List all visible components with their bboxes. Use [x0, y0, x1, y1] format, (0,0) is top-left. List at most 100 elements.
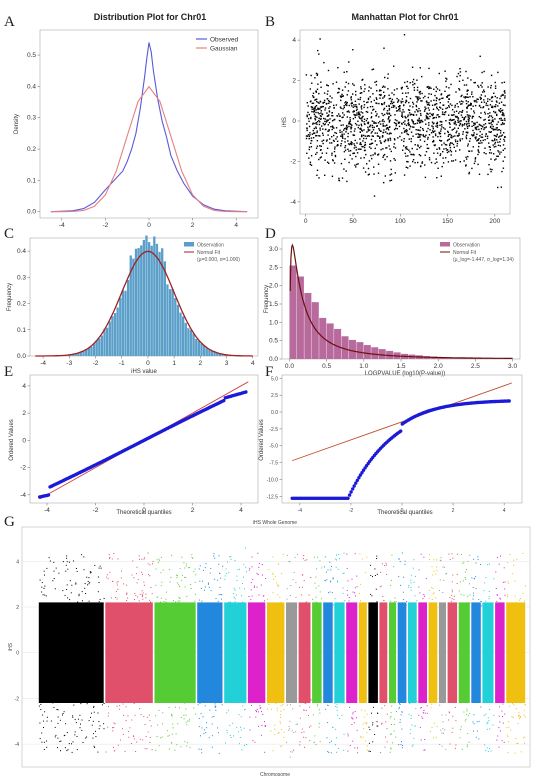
panel-g-point	[178, 597, 180, 598]
panel-g-point	[469, 594, 471, 596]
panel-b-point	[319, 106, 322, 108]
panel-g-point	[352, 711, 354, 713]
panel-b-point	[379, 89, 381, 91]
panel-g-point	[242, 601, 244, 603]
panel-b-point	[408, 109, 411, 111]
panel-g-point	[239, 605, 241, 607]
panel-b-point	[314, 115, 316, 117]
panel-b-point	[448, 150, 450, 153]
panel-g-point	[197, 704, 199, 706]
panel-g-point	[426, 712, 428, 714]
panel-b-point	[500, 129, 502, 132]
panel-b-point	[388, 112, 390, 114]
panel-g-point	[423, 710, 425, 711]
panel-g-point	[466, 569, 467, 571]
panel-b-point	[383, 120, 385, 123]
panel-b-point	[361, 116, 363, 118]
panel-b-point	[445, 86, 448, 88]
panel-b-point	[383, 108, 385, 111]
panel-b-point	[466, 114, 469, 116]
panel-g-point	[399, 719, 401, 721]
panel-g-point	[489, 709, 491, 710]
panel-b-point	[359, 143, 361, 145]
panel-b-point	[339, 115, 341, 117]
panel-g-point	[200, 587, 202, 589]
panel-b-point	[467, 89, 469, 92]
panel-c-ytick-label-4: 0.4	[17, 248, 26, 255]
panel-g-point	[126, 592, 128, 594]
panel-c-bar	[216, 353, 219, 356]
panel-g-point	[332, 578, 334, 580]
panel-g-point	[289, 728, 291, 730]
panel-b-point	[497, 186, 499, 189]
panel-g-point	[218, 563, 220, 565]
panel-b-point	[309, 132, 311, 134]
panel-b-ytick-label-2: 0	[292, 118, 296, 125]
panel-b-point	[346, 94, 348, 96]
panel-b-point	[347, 90, 350, 92]
panel-g-point	[347, 580, 349, 582]
panel-b-point	[385, 131, 387, 133]
panel-b-point	[432, 139, 435, 142]
panel-g-point	[43, 749, 45, 750]
panel-b-point	[465, 136, 467, 138]
panel-c-bar	[74, 353, 77, 356]
panel-b-point	[339, 120, 341, 122]
panel-g-point	[107, 726, 109, 728]
panel-g-point	[324, 580, 326, 581]
panel-b-point	[407, 118, 410, 121]
panel-g-point	[504, 581, 506, 583]
panel-b-point	[425, 151, 428, 153]
panel-g-point	[283, 709, 285, 711]
panel-g-point	[473, 730, 474, 732]
panel-g-point	[127, 731, 129, 732]
panel-b-point	[400, 87, 403, 89]
panel-b-point	[397, 100, 400, 102]
panel-b-point	[369, 124, 372, 126]
panel-g-point	[236, 575, 238, 577]
panel-g-point	[420, 739, 422, 741]
panel-b-point	[405, 166, 407, 168]
panel-g-point	[106, 576, 108, 578]
panel-b-point	[328, 102, 330, 104]
panel-g-point	[230, 558, 232, 560]
panel-b-point	[355, 166, 357, 168]
panel-g-point	[53, 604, 55, 606]
panel-g-point	[493, 578, 495, 580]
panel-g-point	[86, 736, 88, 738]
panel-b-point	[320, 110, 322, 112]
panel-b-point	[321, 152, 323, 154]
panel-b-point	[455, 131, 457, 134]
panel-b-point	[313, 132, 315, 134]
panel-g-point	[522, 737, 524, 739]
panel-g-point	[74, 734, 76, 736]
panel-b-point	[430, 100, 432, 102]
panel-b-point	[328, 129, 330, 131]
panel-b-point	[354, 128, 356, 130]
panel-g-point	[71, 699, 73, 701]
panel-b-point	[391, 106, 393, 109]
panel-b-point	[501, 122, 504, 124]
panel-g-point	[217, 600, 219, 602]
panel-g-point	[372, 576, 373, 578]
panel-g-point	[451, 594, 453, 596]
panel-g-point	[351, 724, 353, 725]
panel-c-bar	[176, 304, 180, 356]
panel-g-point	[442, 592, 444, 593]
panel-g-point	[171, 714, 173, 716]
panel-b-point	[448, 122, 451, 124]
panel-g-point	[336, 703, 338, 705]
panel-g-point	[264, 600, 266, 602]
panel-g-point	[136, 566, 138, 568]
panel-g-point	[66, 750, 68, 752]
panel-b-point	[367, 128, 369, 130]
panel-g-point	[412, 744, 414, 746]
panel-b-point	[315, 127, 317, 129]
panel-b-point	[339, 129, 341, 132]
panel-g-point	[255, 710, 257, 712]
panel-g-point	[69, 700, 71, 702]
panel-g-point	[74, 731, 76, 733]
panel-g-point	[353, 722, 355, 724]
panel-b-point	[473, 162, 476, 165]
panel-g-point	[304, 559, 306, 561]
